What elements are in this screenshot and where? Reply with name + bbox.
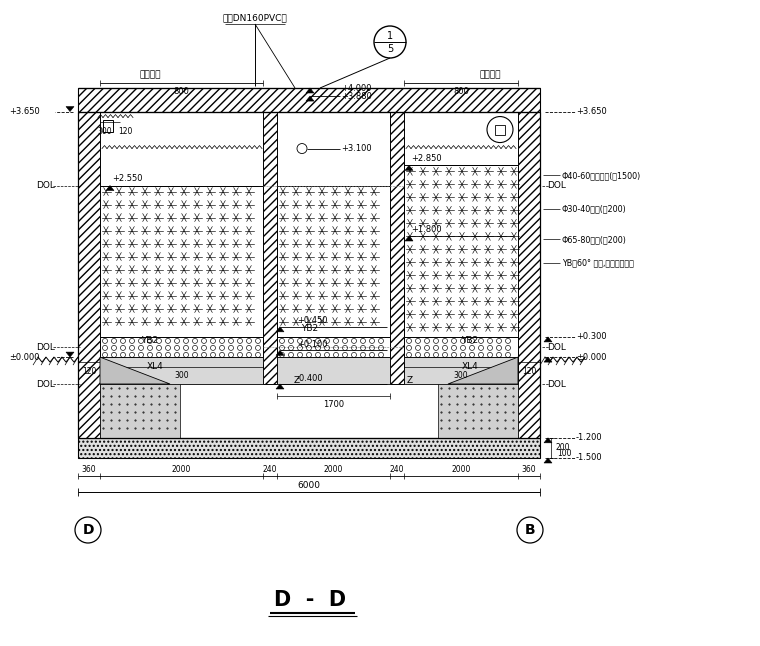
Text: Φ30-40砖石(厚200): Φ30-40砖石(厚200) — [562, 205, 627, 214]
Text: 5: 5 — [387, 44, 393, 54]
Polygon shape — [66, 352, 74, 357]
Text: XL4: XL4 — [461, 362, 478, 371]
Text: 240: 240 — [263, 464, 277, 474]
Text: YB2: YB2 — [461, 336, 479, 345]
Bar — [100, 357, 263, 384]
Text: -0.400: -0.400 — [297, 373, 324, 382]
Text: +3.650: +3.650 — [576, 107, 606, 116]
Text: ±0.000: ±0.000 — [576, 353, 606, 362]
Polygon shape — [66, 107, 74, 112]
Polygon shape — [405, 165, 413, 171]
Polygon shape — [544, 337, 552, 342]
Text: +3.650: +3.650 — [9, 107, 40, 116]
Bar — [78, 438, 540, 458]
Text: D  -  D: D - D — [274, 590, 346, 610]
Polygon shape — [544, 438, 552, 443]
Text: Z: Z — [294, 376, 300, 385]
Bar — [100, 384, 180, 438]
Bar — [404, 337, 518, 357]
Text: 2000: 2000 — [172, 464, 192, 474]
Bar — [390, 112, 404, 384]
Text: YB至60° 斜坡,两端用转间隔: YB至60° 斜坡,两端用转间隔 — [562, 258, 634, 267]
Text: DOL: DOL — [36, 342, 55, 351]
Polygon shape — [544, 458, 552, 463]
Text: 1700: 1700 — [323, 399, 344, 408]
Text: 2000: 2000 — [324, 464, 344, 474]
Bar — [103, 120, 113, 132]
Text: 1: 1 — [387, 31, 393, 41]
Bar — [438, 384, 518, 438]
Text: +0.450: +0.450 — [297, 317, 328, 326]
Text: 预埋DN160PVC管: 预埋DN160PVC管 — [223, 14, 287, 23]
Bar — [277, 357, 390, 384]
Polygon shape — [276, 350, 284, 355]
Polygon shape — [276, 327, 284, 332]
Text: 2000: 2000 — [451, 464, 470, 474]
Polygon shape — [106, 185, 114, 191]
Text: 300: 300 — [98, 127, 112, 136]
Text: ±0.000: ±0.000 — [9, 353, 40, 362]
Polygon shape — [306, 96, 314, 101]
Text: XL4: XL4 — [147, 362, 163, 371]
Bar — [277, 337, 390, 357]
Bar — [100, 185, 263, 337]
Polygon shape — [100, 357, 170, 384]
Text: 200: 200 — [556, 443, 571, 452]
Text: 过道桥款: 过道桥款 — [139, 70, 161, 79]
Text: +3.100: +3.100 — [341, 144, 372, 153]
Polygon shape — [448, 357, 518, 384]
Text: 120: 120 — [118, 127, 132, 136]
Text: +2.850: +2.850 — [411, 154, 442, 163]
Bar — [277, 185, 390, 337]
Polygon shape — [544, 357, 552, 362]
Bar — [78, 88, 540, 112]
Text: B: B — [524, 523, 535, 537]
Text: +0.300: +0.300 — [576, 333, 606, 341]
Text: 360: 360 — [521, 464, 537, 474]
Text: +3.880: +3.880 — [341, 92, 372, 101]
Bar — [100, 337, 263, 357]
Text: 240: 240 — [390, 464, 404, 474]
Text: DOL: DOL — [36, 379, 55, 388]
Bar — [404, 165, 518, 337]
Bar — [495, 125, 505, 134]
Text: +1.800: +1.800 — [411, 225, 442, 233]
Text: 300: 300 — [454, 371, 468, 380]
Text: 800: 800 — [173, 87, 189, 96]
Text: Φ40-60高炉熔渣(厚1500): Φ40-60高炉熔渣(厚1500) — [562, 171, 641, 180]
Text: Φ65-80砖石(厚200): Φ65-80砖石(厚200) — [562, 235, 627, 244]
Bar — [518, 112, 540, 438]
Text: 6000: 6000 — [297, 481, 321, 490]
Text: +4.000: +4.000 — [341, 83, 372, 92]
Polygon shape — [276, 384, 284, 389]
Text: 300: 300 — [174, 371, 188, 380]
Text: +2.550: +2.550 — [112, 174, 143, 183]
Text: -1.200: -1.200 — [576, 433, 603, 443]
Text: DOL: DOL — [547, 379, 566, 388]
Text: 360: 360 — [81, 464, 97, 474]
Text: DOL: DOL — [36, 181, 55, 190]
Bar — [404, 357, 518, 384]
Polygon shape — [306, 88, 314, 93]
Text: D: D — [82, 523, 93, 537]
Text: YB2: YB2 — [141, 336, 159, 345]
Text: 120: 120 — [82, 366, 97, 375]
Text: 800: 800 — [453, 87, 469, 96]
Text: DOL: DOL — [547, 342, 566, 351]
Text: 120: 120 — [522, 366, 537, 375]
Bar — [263, 112, 277, 384]
Text: 过道桥款: 过道桥款 — [480, 70, 501, 79]
Bar — [78, 112, 100, 438]
Polygon shape — [405, 236, 413, 241]
Text: DOL: DOL — [547, 181, 566, 190]
Text: 100: 100 — [557, 448, 572, 457]
Text: YB2: YB2 — [302, 324, 318, 333]
Text: Z: Z — [407, 376, 413, 385]
Text: -1.500: -1.500 — [576, 453, 603, 463]
Text: +0.100: +0.100 — [297, 340, 328, 349]
